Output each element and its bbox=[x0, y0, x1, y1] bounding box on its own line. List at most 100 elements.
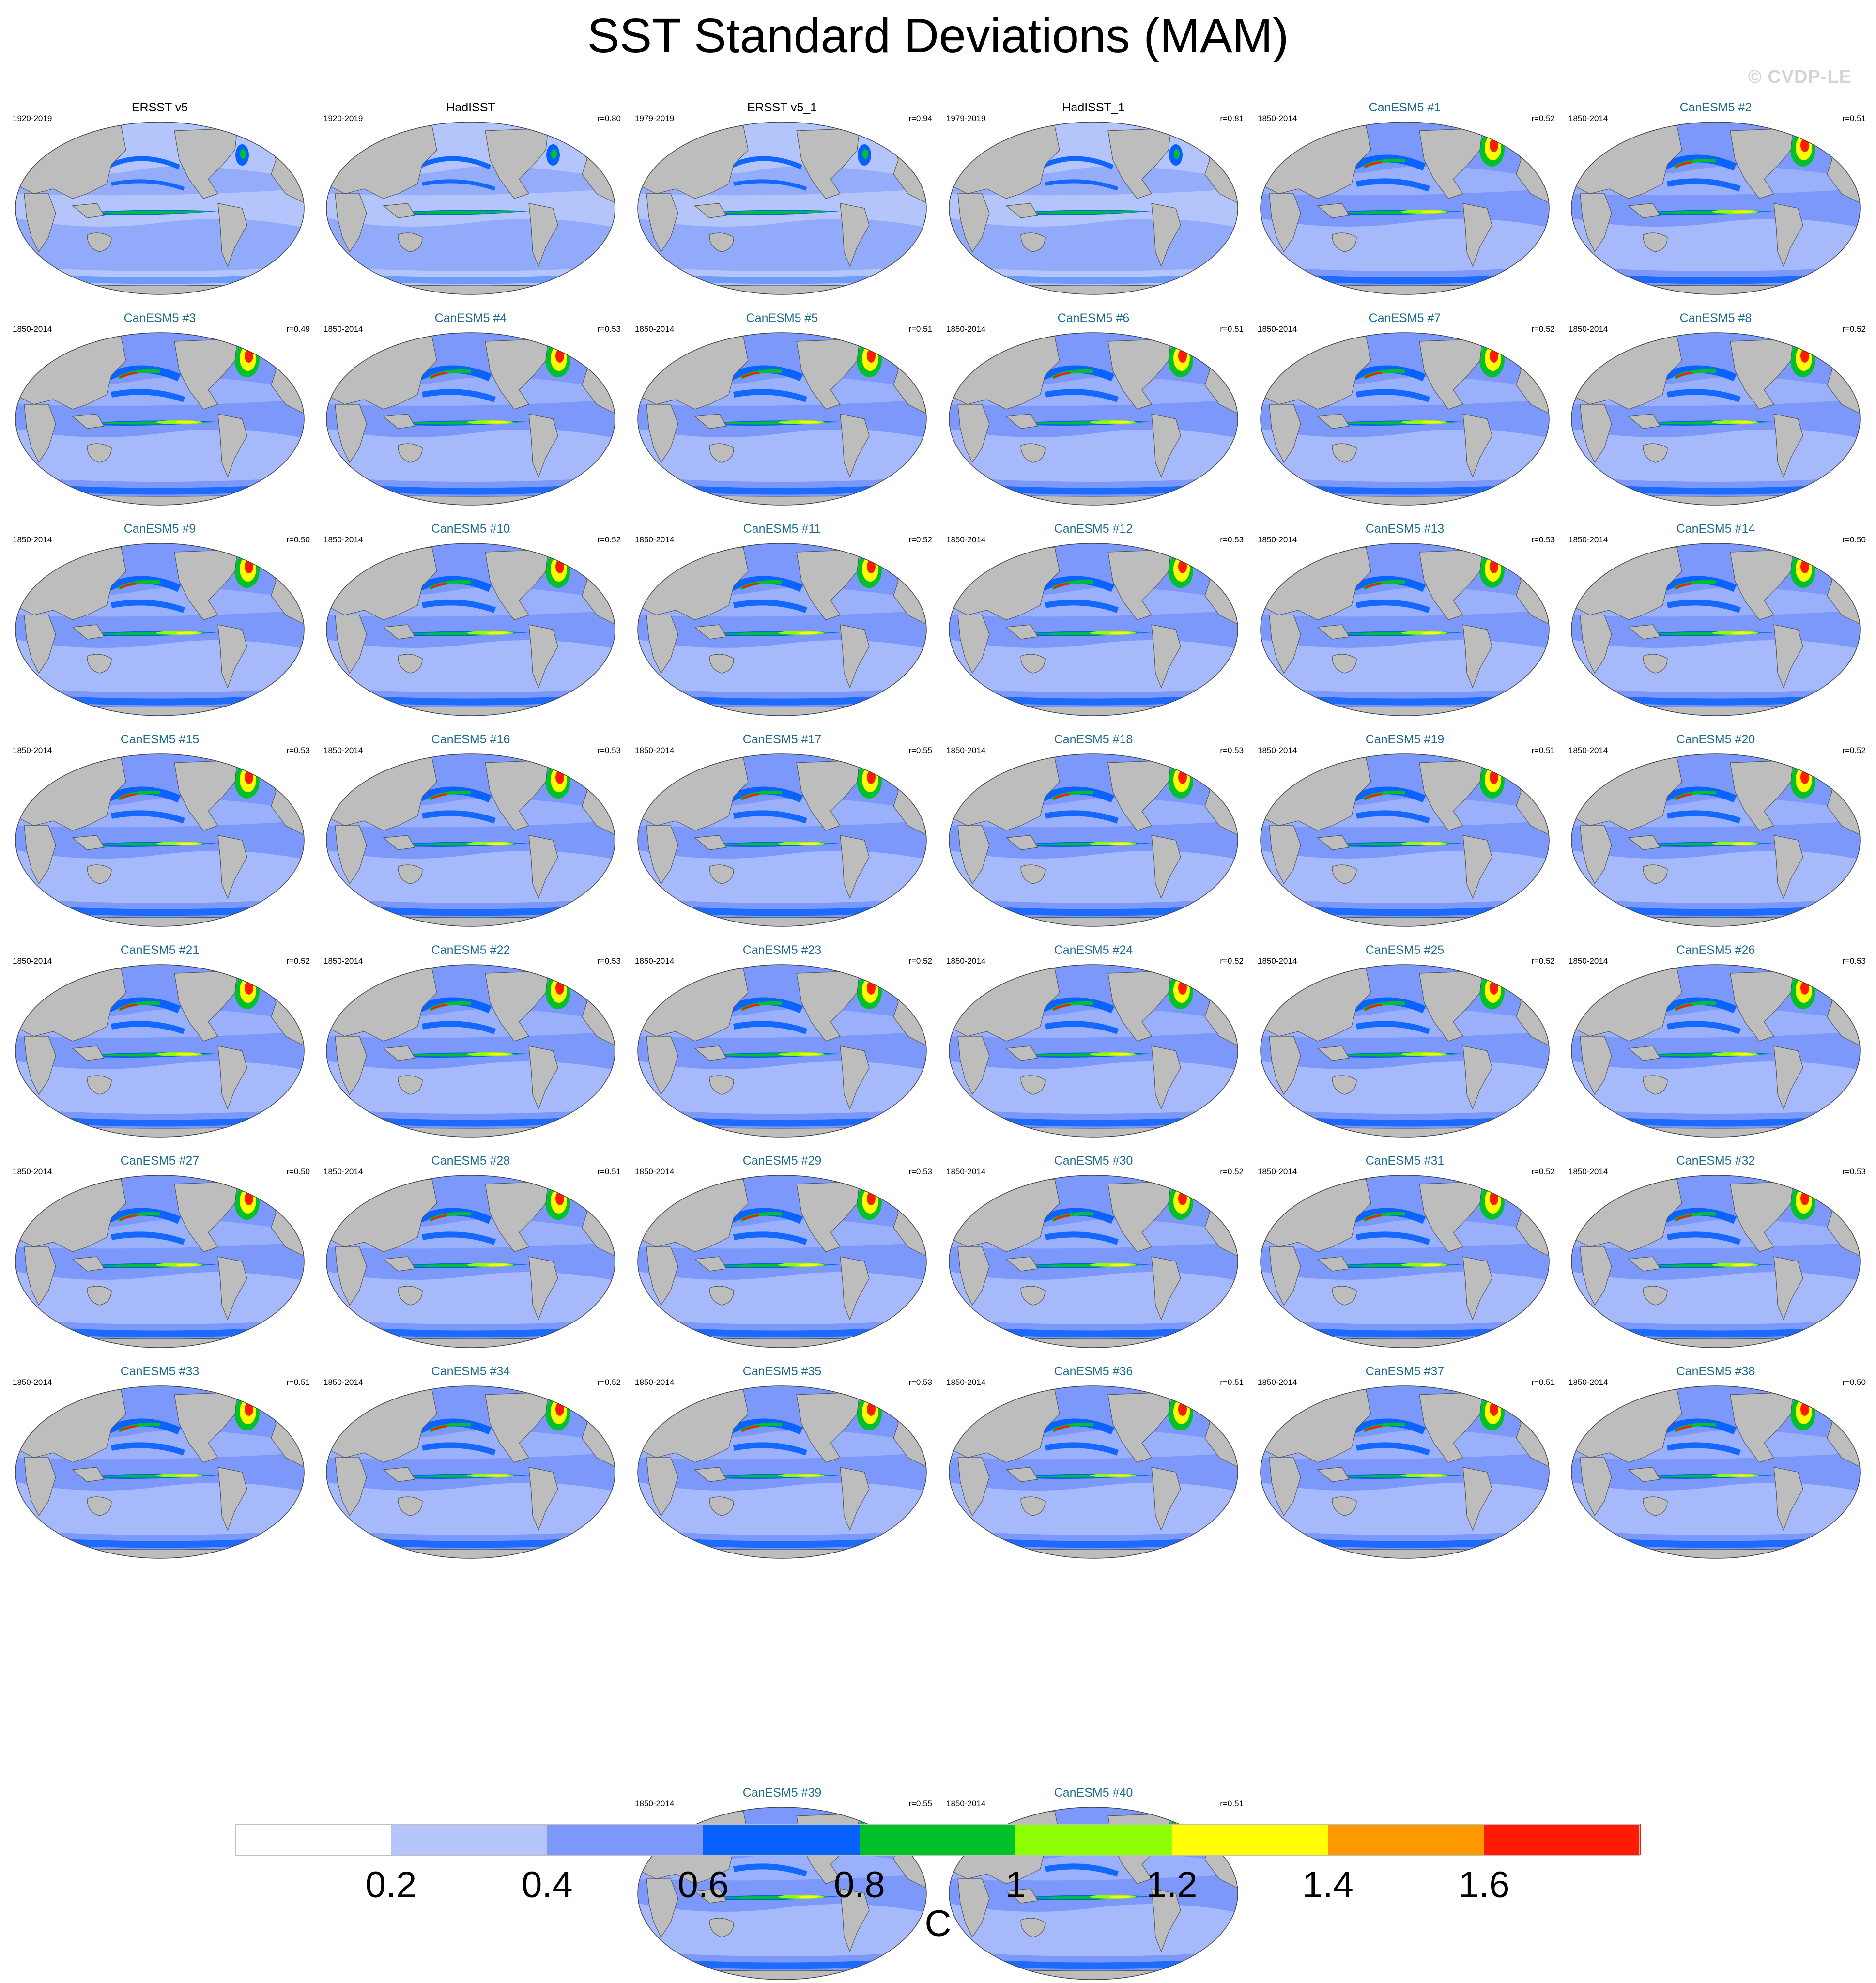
panel-correlation: r=0.52 bbox=[1531, 956, 1555, 966]
map-panel: CanESM5 #9 1850-2014 r=0.50 bbox=[5, 521, 315, 719]
sst-map bbox=[637, 332, 927, 506]
sst-map bbox=[326, 122, 615, 295]
panel-years: 1850-2014 bbox=[635, 535, 675, 544]
panel-title: CanESM5 #21 bbox=[120, 943, 200, 957]
colorbar-swatch bbox=[1015, 1824, 1172, 1855]
sst-map bbox=[326, 332, 615, 506]
panel-title: CanESM5 #11 bbox=[743, 522, 821, 536]
panel-correlation: r=0.53 bbox=[1842, 1167, 1866, 1176]
sst-map bbox=[637, 964, 927, 1138]
panel-correlation: r=0.52 bbox=[1531, 1167, 1555, 1176]
sst-map bbox=[949, 332, 1238, 506]
map-panel: CanESM5 #17 1850-2014 r=0.55 bbox=[627, 731, 937, 930]
map-panel: CanESM5 #6 1850-2014 r=0.51 bbox=[938, 310, 1248, 508]
panel-years: 1850-2014 bbox=[323, 1378, 363, 1387]
panel-correlation: r=0.51 bbox=[1220, 324, 1244, 334]
panel-correlation: r=0.53 bbox=[1220, 746, 1244, 755]
map-panel: CanESM5 #20 1850-2014 r=0.52 bbox=[1561, 731, 1871, 930]
map-panel: CanESM5 #11 1850-2014 r=0.52 bbox=[627, 521, 937, 719]
sst-map bbox=[637, 543, 927, 716]
map-panel: CanESM5 #33 1850-2014 r=0.51 bbox=[5, 1363, 315, 1562]
map-panel: CanESM5 #30 1850-2014 r=0.52 bbox=[938, 1153, 1248, 1351]
map-panel: CanESM5 #12 1850-2014 r=0.53 bbox=[938, 521, 1248, 719]
panel-correlation: r=0.81 bbox=[1220, 114, 1244, 123]
sst-map bbox=[15, 753, 305, 927]
panel-years: 1979-2019 bbox=[946, 114, 986, 123]
panel-title: CanESM5 #2 bbox=[1679, 101, 1752, 114]
panel-years: 1850-2014 bbox=[946, 746, 986, 755]
sst-map bbox=[1571, 1175, 1861, 1348]
panel-years: 1850-2014 bbox=[946, 1167, 986, 1176]
panel-years: 1850-2014 bbox=[323, 746, 363, 755]
map-panel: CanESM5 #21 1850-2014 r=0.52 bbox=[5, 942, 315, 1140]
panel-title: CanESM5 #25 bbox=[1365, 943, 1445, 957]
panel-title: CanESM5 #4 bbox=[434, 311, 507, 325]
panel-years: 1850-2014 bbox=[635, 1167, 675, 1176]
map-panel: CanESM5 #7 1850-2014 r=0.52 bbox=[1250, 310, 1560, 508]
map-panel: CanESM5 #39 1850-2014 r=0.55 bbox=[627, 1784, 937, 1983]
panel-years: 1850-2014 bbox=[946, 956, 986, 966]
panel-years: 1850-2014 bbox=[1568, 956, 1608, 966]
map-panel: CanESM5 #23 1850-2014 r=0.52 bbox=[627, 942, 937, 1140]
map-panel: CanESM5 #34 1850-2014 r=0.52 bbox=[316, 1363, 626, 1562]
panel-title: CanESM5 #26 bbox=[1676, 943, 1755, 957]
map-panel: CanESM5 #26 1850-2014 r=0.53 bbox=[1561, 942, 1871, 1140]
map-panel: CanESM5 #28 1850-2014 r=0.51 bbox=[316, 1153, 626, 1351]
sst-map bbox=[326, 964, 615, 1138]
panel-correlation: r=0.55 bbox=[908, 746, 932, 755]
panel-correlation: r=0.51 bbox=[1531, 1378, 1555, 1387]
panel-title: CanESM5 #34 bbox=[431, 1365, 510, 1378]
colorbar-tick-label: 1.2 bbox=[1146, 1864, 1198, 1906]
colorbar-frame bbox=[235, 1824, 1640, 1856]
map-panel: CanESM5 #38 1850-2014 r=0.50 bbox=[1561, 1363, 1871, 1562]
panel-title: CanESM5 #16 bbox=[431, 733, 510, 746]
panel-correlation: r=0.51 bbox=[1531, 746, 1555, 755]
panel-title: ERSST v5_1 bbox=[747, 101, 817, 114]
panel-years: 1920-2019 bbox=[13, 114, 52, 123]
sst-map bbox=[1571, 543, 1861, 716]
map-panel: CanESM5 #27 1850-2014 r=0.50 bbox=[5, 1153, 315, 1351]
sst-map bbox=[1260, 332, 1550, 506]
panel-years: 1850-2014 bbox=[13, 746, 52, 755]
panel-years: 1850-2014 bbox=[1568, 1378, 1608, 1387]
colorbar-swatch bbox=[859, 1824, 1016, 1855]
panel-years: 1850-2014 bbox=[635, 746, 675, 755]
sst-map bbox=[1571, 122, 1861, 295]
panel-title: CanESM5 #5 bbox=[746, 311, 818, 325]
panel-correlation: r=0.53 bbox=[597, 324, 621, 334]
panel-correlation: r=0.52 bbox=[1220, 956, 1244, 966]
sst-map bbox=[15, 543, 305, 716]
sst-map bbox=[326, 1175, 615, 1348]
panel-correlation: r=0.50 bbox=[286, 1167, 310, 1176]
panel-title: HadISST_1 bbox=[1062, 101, 1125, 114]
panel-correlation: r=0.53 bbox=[1842, 956, 1866, 966]
panel-years: 1850-2014 bbox=[1568, 535, 1608, 544]
panel-years: 1850-2014 bbox=[13, 1378, 52, 1387]
map-panel: CanESM5 #25 1850-2014 r=0.52 bbox=[1250, 942, 1560, 1140]
sst-map bbox=[1571, 964, 1861, 1138]
sst-map bbox=[1260, 122, 1550, 295]
panel-title: CanESM5 #35 bbox=[742, 1365, 822, 1378]
panel-years: 1850-2014 bbox=[1258, 114, 1297, 123]
colorbar-swatch bbox=[1328, 1824, 1485, 1855]
watermark: © CVDP-LE bbox=[1748, 67, 1852, 87]
panel-years: 1850-2014 bbox=[1258, 324, 1297, 334]
panel-correlation: r=0.52 bbox=[597, 1378, 621, 1387]
panel-years: 1850-2014 bbox=[1258, 535, 1297, 544]
panel-years: 1850-2014 bbox=[13, 535, 52, 544]
panel-years: 1850-2014 bbox=[323, 1167, 363, 1176]
sst-map bbox=[326, 1385, 615, 1559]
map-panel: CanESM5 #13 1850-2014 r=0.53 bbox=[1250, 521, 1560, 719]
colorbar-tick-label: 0.4 bbox=[522, 1864, 573, 1906]
sst-map bbox=[1260, 964, 1550, 1138]
map-panel: CanESM5 #19 1850-2014 r=0.51 bbox=[1250, 731, 1560, 930]
sst-map bbox=[1571, 1385, 1861, 1559]
sst-map bbox=[1260, 1385, 1550, 1559]
panel-years: 1850-2014 bbox=[946, 1378, 986, 1387]
panel-title: CanESM5 #31 bbox=[1365, 1154, 1445, 1168]
panel-title: CanESM5 #23 bbox=[742, 943, 822, 957]
panel-title: CanESM5 #18 bbox=[1054, 733, 1133, 746]
sst-map bbox=[949, 543, 1238, 716]
map-panel: CanESM5 #14 1850-2014 r=0.50 bbox=[1561, 521, 1871, 719]
colorbar-tick-label: 1.4 bbox=[1302, 1864, 1353, 1906]
